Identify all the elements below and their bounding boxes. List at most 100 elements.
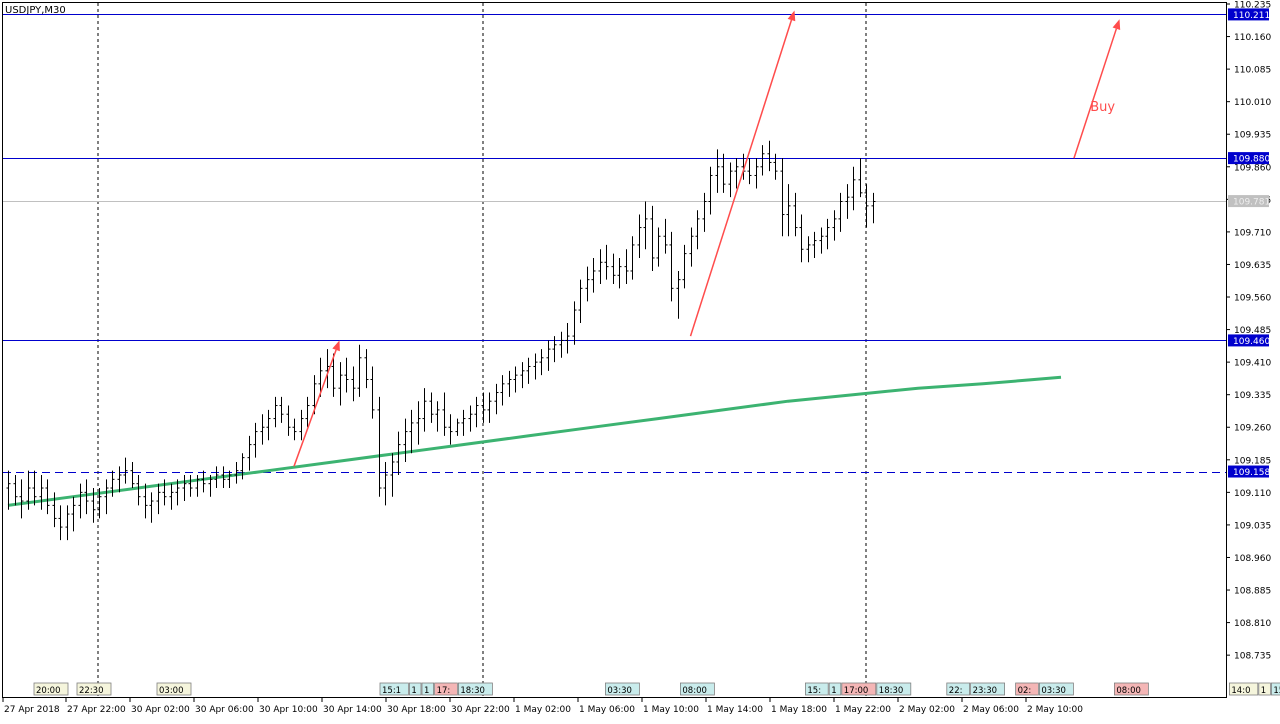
event-marker-label: 1	[424, 686, 429, 696]
trend-arrow-shaft	[689, 19, 793, 337]
event-marker[interactable]: 15:1	[379, 682, 409, 696]
trend-arrow-shaft	[293, 349, 337, 467]
trend-arrow[interactable]	[689, 10, 796, 337]
ohlc-bar	[221, 466, 226, 489]
event-marker[interactable]: 03:30	[605, 682, 640, 696]
event-marker[interactable]: 03:30	[1039, 682, 1074, 696]
ohlc-bar	[858, 158, 863, 198]
event-marker[interactable]: 20:00	[33, 682, 69, 696]
event-marker-box	[379, 682, 409, 696]
event-marker-box	[1114, 682, 1149, 696]
ohlc-bar	[786, 184, 791, 237]
price-tick-label: 109.110	[1234, 489, 1271, 499]
event-marker[interactable]: 17:00	[841, 682, 877, 696]
price-level-tag[interactable]	[1228, 465, 1269, 478]
price-axis[interactable]: 110.235 110.160 110.085 110.010 109.935 109.8…	[1226, 1, 1271, 662]
event-marker-label: 22:	[949, 686, 963, 696]
event-marker-box	[1258, 682, 1271, 696]
event-marker[interactable]: 08:00	[680, 682, 715, 696]
event-marker[interactable]: 08:00	[1114, 682, 1149, 696]
ohlc-bar	[806, 236, 811, 263]
event-marker[interactable]: 1	[1258, 682, 1271, 696]
event-marker-label: 15:55	[1273, 686, 1280, 696]
event-marker[interactable]: 1	[828, 682, 842, 696]
event-marker-box	[970, 682, 1005, 696]
event-marker-box	[156, 682, 192, 696]
ohlc-bar	[825, 218, 830, 250]
event-marker[interactable]: 18:30	[457, 682, 493, 696]
ohlc-bar	[299, 409, 304, 441]
event-marker-label: 17:00	[844, 686, 869, 696]
ohlc-bar	[227, 470, 232, 489]
price-tick-label: 108.960	[1234, 554, 1271, 564]
ohlc-bar	[780, 158, 785, 237]
ohlc-bar	[149, 492, 154, 523]
ohlc-bar	[565, 323, 570, 354]
ohlc-bar	[702, 192, 707, 232]
ohlc-bar	[507, 370, 512, 397]
ohlc-bar	[429, 392, 434, 423]
ohlc-bar	[117, 466, 122, 493]
ohlc-bar	[45, 479, 50, 515]
price-level-tag[interactable]	[1228, 334, 1269, 347]
ohlc-bar	[240, 453, 245, 480]
event-marker[interactable]: 1	[408, 682, 422, 696]
ohlc-bar	[656, 227, 661, 267]
price-level-tag-label: 109.460	[1233, 337, 1270, 347]
trend-arrow-shaft	[1073, 28, 1118, 159]
ohlc-bar	[455, 418, 460, 436]
ohlc-bar	[494, 383, 499, 415]
arrows-group[interactable]	[293, 10, 1121, 467]
event-marker[interactable]: 18:30	[876, 682, 912, 696]
ohlc-bar	[572, 301, 577, 345]
event-marker[interactable]: 22:	[946, 682, 970, 696]
time-tick-label: 30 Apr 22:00	[451, 705, 510, 715]
ohlc-bar	[689, 227, 694, 267]
price-level-tag[interactable]	[1228, 195, 1269, 208]
ohlc-bar	[832, 210, 837, 241]
event-marker[interactable]: 23:30	[970, 682, 1005, 696]
event-marker[interactable]: 17:	[434, 682, 458, 696]
ohlc-bar	[812, 231, 817, 258]
event-markers-group[interactable]: 20:00 22:30 03:00 15:1 1 1 17: 18:30 03:30 08:00 1…	[33, 682, 1280, 696]
price-level-tag[interactable]	[1228, 152, 1269, 165]
ohlc-bar	[695, 210, 700, 250]
price-level-tag-label: 109.781	[1233, 198, 1270, 208]
event-marker[interactable]: 03:00	[156, 682, 192, 696]
event-marker[interactable]: 15:55	[1271, 682, 1280, 696]
time-tick-label: 30 Apr 18:00	[387, 705, 446, 715]
horizontal-lines-group[interactable]	[3, 14, 1226, 473]
time-tick-label: 30 Apr 10:00	[259, 705, 318, 715]
buy-annotation[interactable]: Buy	[1090, 100, 1115, 115]
ohlc-bar	[546, 340, 551, 371]
ohlc-bar	[487, 392, 492, 423]
event-marker[interactable]: 1	[421, 682, 435, 696]
ohlc-bar	[32, 470, 37, 506]
event-marker-label: 15:1	[382, 686, 401, 696]
event-marker[interactable]: 14:0	[1229, 682, 1259, 696]
ohlc-bar	[708, 166, 713, 215]
time-axis[interactable]: 27 Apr 2018 27 Apr 22:00 30 Apr 02:00 30 Ap…	[2, 697, 1083, 715]
event-marker[interactable]: 02:	[1015, 682, 1039, 696]
ohlc-bar	[520, 362, 525, 389]
trend-arrow[interactable]	[1073, 19, 1121, 159]
ohlc-bar	[104, 479, 109, 515]
price-tick-label: 108.885	[1234, 587, 1271, 597]
trend-arrow[interactable]	[293, 340, 340, 467]
event-marker[interactable]: 15:	[805, 682, 829, 696]
ohlc-bar	[351, 366, 356, 402]
ohlc-bar	[819, 227, 824, 254]
ohlc-bar	[435, 401, 440, 432]
time-tick-label: 2 May 02:00	[899, 705, 955, 715]
price-level-tag[interactable]	[1228, 8, 1269, 21]
ohlc-bar	[630, 236, 635, 280]
time-tick-label: 1 May 06:00	[579, 705, 635, 715]
event-marker-label: 02:	[1018, 686, 1032, 696]
event-marker-box	[680, 682, 715, 696]
event-marker[interactable]: 22:30	[76, 682, 112, 696]
ohlc-bar	[214, 466, 219, 489]
event-marker-label: 03:00	[159, 686, 184, 696]
ohlc-bar	[663, 218, 668, 254]
